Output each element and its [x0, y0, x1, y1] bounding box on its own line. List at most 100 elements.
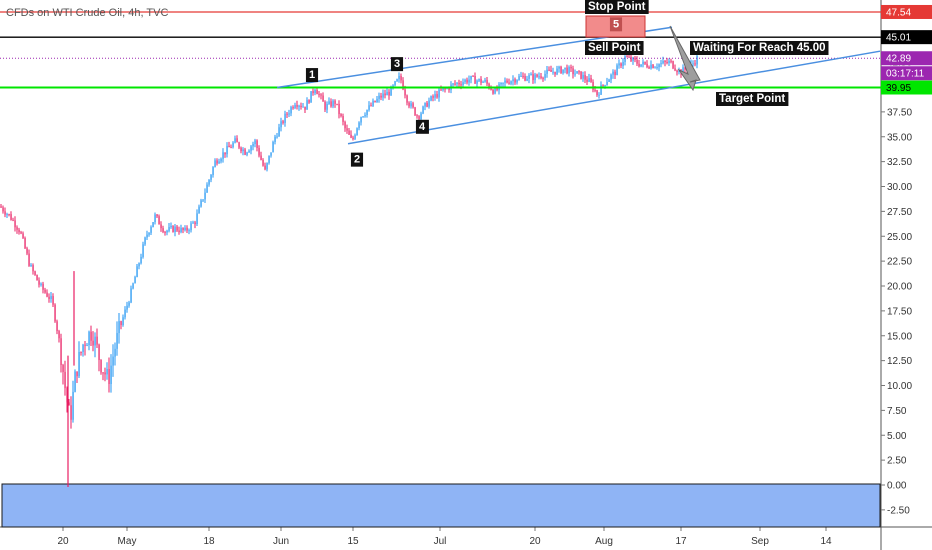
candle-body [524, 76, 526, 81]
candle-body [258, 147, 260, 156]
candle-body [516, 79, 518, 83]
candle-body [660, 63, 662, 65]
waiting-label-bg [690, 41, 829, 55]
candle-body [98, 344, 100, 361]
candle-body [366, 109, 368, 115]
candle-body [106, 368, 108, 375]
candle-body [66, 388, 68, 403]
candle-body [92, 340, 94, 346]
candle-body [662, 60, 664, 64]
price-tick-label: 17.50 [887, 306, 912, 317]
candle-body [512, 79, 514, 82]
wave-2-label: 2 [350, 152, 364, 167]
candle-body [32, 265, 34, 272]
candle-body [124, 309, 126, 318]
candle-body [274, 136, 276, 142]
wave-4-label: 4 [415, 119, 429, 134]
price-tick-label: 2.50 [887, 456, 907, 467]
candle-body [544, 73, 546, 79]
candle-body [684, 67, 686, 70]
candle-body [0, 206, 2, 208]
candle-body [282, 121, 284, 123]
entry-price-tag-text: 45.01 [886, 33, 911, 44]
candle-body [86, 345, 88, 347]
candle-body [14, 220, 16, 228]
candle-body [576, 71, 578, 74]
stop-point-label-text: Stop Point [588, 1, 646, 13]
candle-body [416, 115, 418, 117]
candle-body [424, 102, 426, 107]
candle-body [26, 248, 28, 254]
wave-1-label: 1 [305, 68, 319, 83]
candle-body [514, 79, 516, 83]
candle-body [696, 55, 698, 65]
candle-body [484, 79, 486, 82]
candle-body [290, 107, 292, 114]
candle-body [502, 82, 504, 84]
price-tick-label: 37.50 [887, 107, 912, 118]
candle-body [504, 80, 506, 83]
candle-body [320, 94, 322, 96]
candle-body [464, 79, 466, 83]
time-tick-label: May [118, 536, 137, 547]
candle-body [214, 160, 216, 168]
candle-body [118, 321, 120, 334]
candle-body [448, 87, 450, 90]
candle-body [652, 64, 654, 68]
sell-point-label-text: Sell Point [588, 42, 641, 54]
candle-body [40, 283, 42, 285]
candle-body [360, 117, 362, 123]
candle-body [22, 233, 24, 239]
candle-body [372, 100, 374, 106]
down-arrow-icon [669, 25, 701, 92]
candle-body [530, 74, 532, 76]
candle-body [310, 91, 312, 103]
candle-body [642, 61, 644, 65]
candle-body [508, 82, 510, 84]
candle-body [378, 95, 380, 99]
time-tick-label: Aug [595, 536, 613, 547]
candle-body [36, 274, 38, 281]
candle-body [338, 103, 340, 115]
candle-body [418, 116, 420, 120]
candle-body [468, 79, 470, 83]
candle-body [370, 105, 372, 107]
candle-body [412, 103, 414, 108]
candle-body [606, 82, 608, 86]
candle-body [488, 83, 490, 89]
price-tick-label: 5.00 [887, 431, 907, 442]
time-tick-label: 15 [347, 536, 359, 547]
wave-5-bg [609, 17, 623, 32]
time-axis[interactable]: 20 May 18 Jun 15 Jul 20 Aug 17 Sep 14 [0, 526, 932, 547]
time-tick-label: Jun [273, 536, 289, 547]
candle-body [490, 88, 492, 90]
wave-2-label-text: 2 [354, 154, 360, 166]
candle-body [200, 200, 202, 207]
candle-body [670, 60, 672, 62]
waiting-label: Waiting For Reach 45.00 [690, 41, 829, 55]
wave-3-label: 3 [390, 57, 404, 72]
candle-body [166, 230, 168, 233]
candle-body [34, 271, 36, 275]
candle-body [598, 94, 600, 96]
candle-body [410, 103, 412, 107]
candle-body [278, 127, 280, 137]
candle-body [472, 75, 474, 77]
candle-body [24, 238, 26, 249]
candle-body [650, 64, 652, 69]
candle-body [276, 136, 278, 138]
candle-body [614, 71, 616, 76]
candle-body [362, 116, 364, 118]
candle-body [644, 61, 646, 64]
candle-body [268, 155, 270, 163]
candle-body [196, 213, 198, 225]
candle-body [112, 356, 114, 366]
candle-body [316, 89, 318, 95]
current-price-tag-bg [881, 51, 932, 66]
wave-1-label-text: 1 [309, 69, 315, 81]
candle-body [534, 74, 536, 81]
candle-body [2, 207, 4, 212]
horizontal-levels[interactable] [0, 11, 881, 89]
candle-body [570, 67, 572, 69]
